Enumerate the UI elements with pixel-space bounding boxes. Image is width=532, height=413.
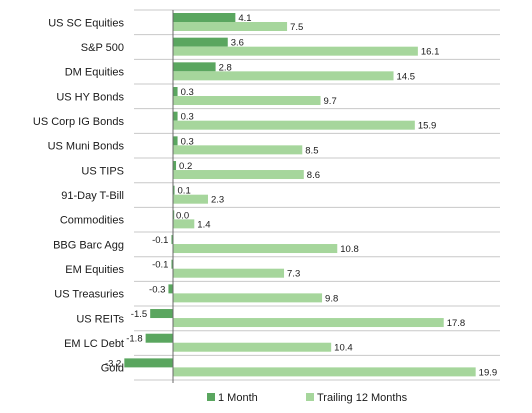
value-label-1-month-91-day-t-bill: 0.1	[178, 186, 191, 197]
bar-1-month-commodities	[173, 210, 175, 220]
value-label-trailing-12-months-commodities: 1.4	[197, 219, 210, 230]
value-label-1-month-us-tips: 0.2	[179, 161, 192, 172]
value-label-1-month-em-equities: -0.1	[152, 260, 168, 271]
category-label-us-corp-ig-bonds: US Corp IG Bonds	[33, 116, 125, 128]
value-label-1-month-us-hy-bonds: 0.3	[181, 87, 194, 98]
value-label-trailing-12-months-us-corp-ig-bonds: 15.9	[418, 121, 437, 132]
bar-1-month-us-corp-ig-bonds	[173, 111, 178, 121]
value-label-trailing-12-months-sandp-500: 16.1	[421, 47, 440, 58]
bar-1-month-91-day-t-bill	[173, 185, 175, 195]
bar-trailing-12-months-gold	[173, 367, 476, 377]
bar-1-month-gold	[124, 358, 173, 368]
value-label-1-month-gold: -3.2	[105, 358, 121, 369]
category-label-gold: Gold	[101, 363, 124, 375]
legend: 1 Month Trailing 12 Months	[207, 392, 408, 404]
value-label-1-month-us-muni-bonds: 0.3	[181, 136, 194, 147]
category-label-commodities: Commodities	[60, 215, 125, 227]
bar-trailing-12-months-dm-equities	[173, 71, 394, 81]
legend-swatch-trailing-12-months	[306, 393, 314, 401]
bar-trailing-12-months-91-day-t-bill	[173, 194, 208, 204]
bar-trailing-12-months-us-muni-bonds	[173, 145, 303, 155]
bar-trailing-12-months-us-tips	[173, 170, 304, 180]
bar-1-month-us-muni-bonds	[173, 136, 178, 146]
bar-1-month-us-sc-equities	[173, 13, 236, 22]
row-separators	[134, 9, 500, 381]
category-label-em-lc-debt: EM LC Debt	[64, 338, 124, 350]
bar-1-month-bbg-barc-agg	[171, 235, 173, 245]
category-label-us-treasuries: US Treasuries	[54, 289, 124, 301]
bar-1-month-em-equities	[171, 259, 173, 269]
legend-label-1-month: 1 Month	[218, 392, 258, 404]
value-label-trailing-12-months-us-hy-bonds: 9.7	[324, 96, 337, 107]
bar-trailing-12-months-em-lc-debt	[173, 342, 332, 352]
series-1-month	[124, 13, 236, 368]
value-label-trailing-12-months-em-lc-debt: 10.4	[334, 343, 353, 354]
value-label-1-month-us-sc-equities: 4.1	[238, 13, 251, 24]
value-label-trailing-12-months-em-equities: 7.3	[287, 269, 300, 280]
value-label-trailing-12-months-bbg-barc-agg: 10.8	[340, 244, 359, 255]
bar-1-month-us-hy-bonds	[173, 87, 178, 97]
value-label-1-month-em-lc-debt: -1.8	[126, 334, 142, 345]
value-label-1-month-us-corp-ig-bonds: 0.3	[181, 112, 194, 123]
value-label-1-month-us-reits: -1.5	[131, 309, 147, 320]
value-labels: 4.1 7.5 3.6 16.1 2.8 14.5 0.3 9.7 0.3 15.9 0.3 8.5 0…	[105, 13, 497, 378]
value-label-1-month-commodities: 0.0	[176, 210, 189, 221]
value-label-1-month-us-treasuries: -0.3	[149, 284, 165, 295]
value-label-trailing-12-months-us-sc-equities: 7.5	[290, 22, 303, 33]
value-label-trailing-12-months-us-tips: 8.6	[307, 170, 320, 181]
bar-trailing-12-months-commodities	[173, 219, 195, 229]
bar-trailing-12-months-us-reits	[173, 318, 444, 328]
legend-swatch-1-month	[207, 393, 215, 401]
category-label-us-hy-bonds: US HY Bonds	[56, 91, 124, 103]
bar-trailing-12-months-bbg-barc-agg	[173, 244, 338, 254]
category-label-bbg-barc-agg: BBG Barc Agg	[53, 239, 124, 251]
category-label-us-reits: US REITs	[76, 313, 124, 325]
value-label-1-month-sandp-500: 3.6	[231, 38, 244, 49]
bar-trailing-12-months-us-sc-equities	[173, 22, 288, 31]
value-label-trailing-12-months-gold: 19.9	[479, 367, 498, 378]
bar-1-month-us-reits	[150, 309, 173, 319]
bar-trailing-12-months-us-treasuries	[173, 293, 323, 303]
bar-1-month-sandp-500	[173, 37, 228, 47]
bar-trailing-12-months-us-hy-bonds	[173, 96, 321, 106]
category-label-us-sc-equities: US SC Equities	[48, 17, 124, 29]
value-label-trailing-12-months-us-muni-bonds: 8.5	[305, 145, 318, 156]
bar-1-month-us-tips	[173, 161, 177, 171]
bar-trailing-12-months-sandp-500	[173, 46, 418, 56]
value-label-trailing-12-months-us-treasuries: 9.8	[325, 293, 338, 304]
category-label-dm-equities: DM Equities	[65, 67, 125, 79]
value-label-1-month-dm-equities: 2.8	[219, 62, 232, 73]
category-label-91-day-t-bill: 91-Day T-Bill	[61, 190, 124, 202]
bar-trailing-12-months-em-equities	[173, 268, 285, 278]
bar-1-month-em-lc-debt	[145, 333, 173, 343]
category-label-us-muni-bonds: US Muni Bonds	[48, 141, 125, 153]
legend-label-trailing-12-months: Trailing 12 Months	[317, 392, 408, 404]
value-label-1-month-bbg-barc-agg: -0.1	[152, 235, 168, 246]
value-label-trailing-12-months-dm-equities: 14.5	[397, 71, 416, 82]
value-label-trailing-12-months-91-day-t-bill: 2.3	[211, 195, 224, 206]
category-label-em-equities: EM Equities	[65, 264, 124, 276]
category-label-sandp-500: S&P 500	[81, 42, 124, 54]
category-label-us-tips: US TIPS	[81, 165, 124, 177]
value-label-trailing-12-months-us-reits: 17.8	[447, 318, 466, 329]
bar-1-month-dm-equities	[173, 62, 216, 72]
bar-trailing-12-months-us-corp-ig-bonds	[173, 120, 415, 130]
series-trailing-12-months	[173, 22, 476, 377]
bar-1-month-us-treasuries	[168, 284, 173, 294]
category-labels: US SC Equities S&P 500 DM Equities US HY Bo…	[33, 17, 125, 374]
